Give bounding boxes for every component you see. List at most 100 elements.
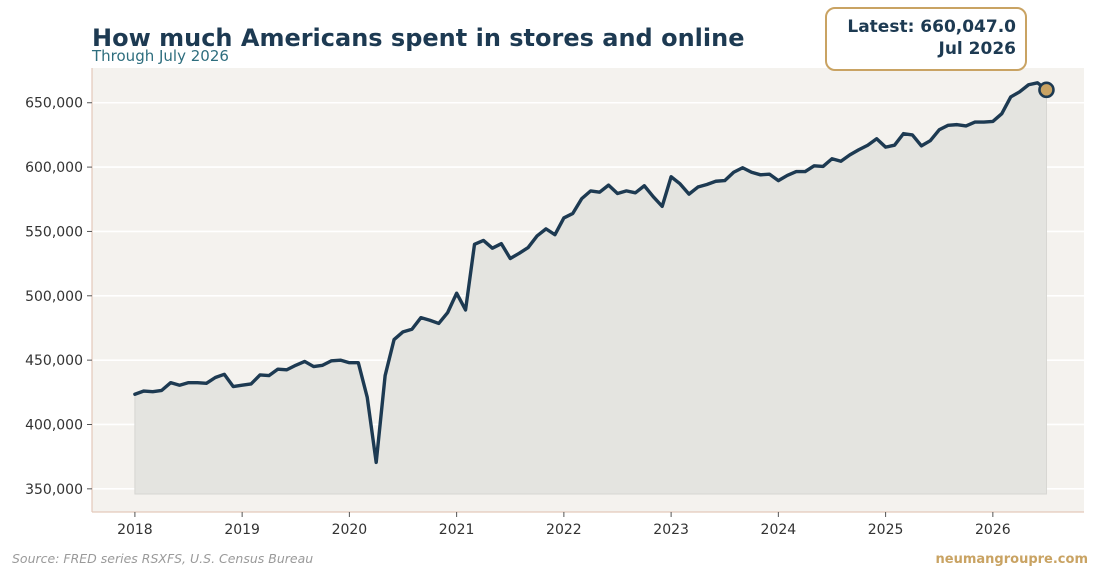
data-point (983, 121, 985, 123)
x-tick-label: 2025 (868, 522, 904, 538)
data-point (250, 383, 252, 385)
data-point (339, 359, 341, 361)
data-point (518, 252, 520, 254)
data-point (956, 123, 958, 125)
data-point (670, 176, 672, 178)
data-point (214, 376, 216, 378)
data-point (974, 121, 976, 123)
x-tick-label: 2018 (117, 522, 153, 538)
data-point (884, 146, 886, 148)
data-point (840, 160, 842, 162)
data-point (947, 124, 949, 126)
x-axis-ticks: 2018 2019 2020 2021 2022 2023 2024 2025 2026 (117, 512, 1011, 538)
data-point (330, 360, 332, 362)
data-point (938, 129, 940, 131)
data-point (152, 390, 154, 392)
data-point (491, 247, 493, 249)
data-point (161, 389, 163, 391)
data-point (732, 171, 734, 173)
callout-box (825, 7, 1027, 71)
brand-link[interactable]: neumangroupre.com (936, 552, 1088, 567)
data-point (581, 197, 583, 199)
data-point (321, 364, 323, 366)
data-point (464, 309, 466, 311)
data-point (893, 144, 895, 146)
data-point (563, 217, 565, 219)
data-point (902, 132, 904, 134)
callout-latest-value: Latest: 660,047.0 (847, 17, 1016, 37)
data-point (607, 184, 609, 186)
data-point (134, 393, 136, 395)
y-tick-label: 400,000 (25, 417, 83, 433)
data-point (643, 185, 645, 187)
data-point (661, 205, 663, 207)
data-point (920, 145, 922, 147)
data-point (295, 364, 297, 366)
y-tick-label: 650,000 (25, 96, 83, 112)
data-point (420, 316, 422, 318)
data-point (169, 381, 171, 383)
data-point (411, 328, 413, 330)
data-point (446, 311, 448, 313)
data-point (777, 179, 779, 181)
callout-latest-date: Jul 2026 (938, 39, 1017, 59)
data-point (545, 228, 547, 230)
data-point (375, 461, 377, 463)
data-point (304, 360, 306, 362)
data-point (822, 165, 824, 167)
data-point (536, 235, 538, 237)
data-point (205, 382, 207, 384)
data-point (795, 170, 797, 172)
y-tick-label: 350,000 (25, 482, 83, 498)
data-point (259, 374, 261, 376)
data-point (143, 390, 145, 392)
data-point (697, 186, 699, 188)
data-point (348, 362, 350, 364)
data-point (1036, 82, 1038, 84)
data-point (759, 174, 761, 176)
data-point (482, 239, 484, 241)
data-point (268, 374, 270, 376)
data-point (598, 191, 600, 193)
x-tick-label: 2020 (332, 522, 368, 538)
data-point (357, 362, 359, 364)
data-point (965, 125, 967, 127)
data-point (929, 140, 931, 142)
y-tick-label: 550,000 (25, 224, 83, 240)
x-tick-label: 2022 (546, 522, 582, 538)
data-point (178, 384, 180, 386)
data-point (652, 196, 654, 198)
data-point (634, 192, 636, 194)
data-point (232, 385, 234, 387)
data-point (616, 192, 618, 194)
data-point (875, 138, 877, 140)
data-point (241, 384, 243, 386)
data-point (849, 154, 851, 156)
x-tick-label: 2023 (653, 522, 689, 538)
data-point (473, 243, 475, 245)
data-point (1018, 91, 1020, 93)
data-point (393, 338, 395, 340)
data-point (1027, 84, 1029, 86)
x-tick-label: 2019 (224, 522, 260, 538)
data-point (804, 170, 806, 172)
data-point (867, 144, 869, 146)
data-point (911, 134, 913, 136)
data-point (527, 246, 529, 248)
axes (91, 68, 1084, 513)
data-point (589, 190, 591, 192)
data-point (625, 190, 627, 192)
data-point (715, 180, 717, 182)
data-point (741, 167, 743, 169)
data-point (402, 331, 404, 333)
data-point (1001, 112, 1003, 114)
data-point (724, 179, 726, 181)
data-point (1010, 96, 1012, 98)
data-point (429, 319, 431, 321)
x-tick-label: 2024 (761, 522, 797, 538)
data-point (679, 183, 681, 185)
y-tick-label: 450,000 (25, 353, 83, 369)
data-point (992, 120, 994, 122)
data-point (196, 381, 198, 383)
